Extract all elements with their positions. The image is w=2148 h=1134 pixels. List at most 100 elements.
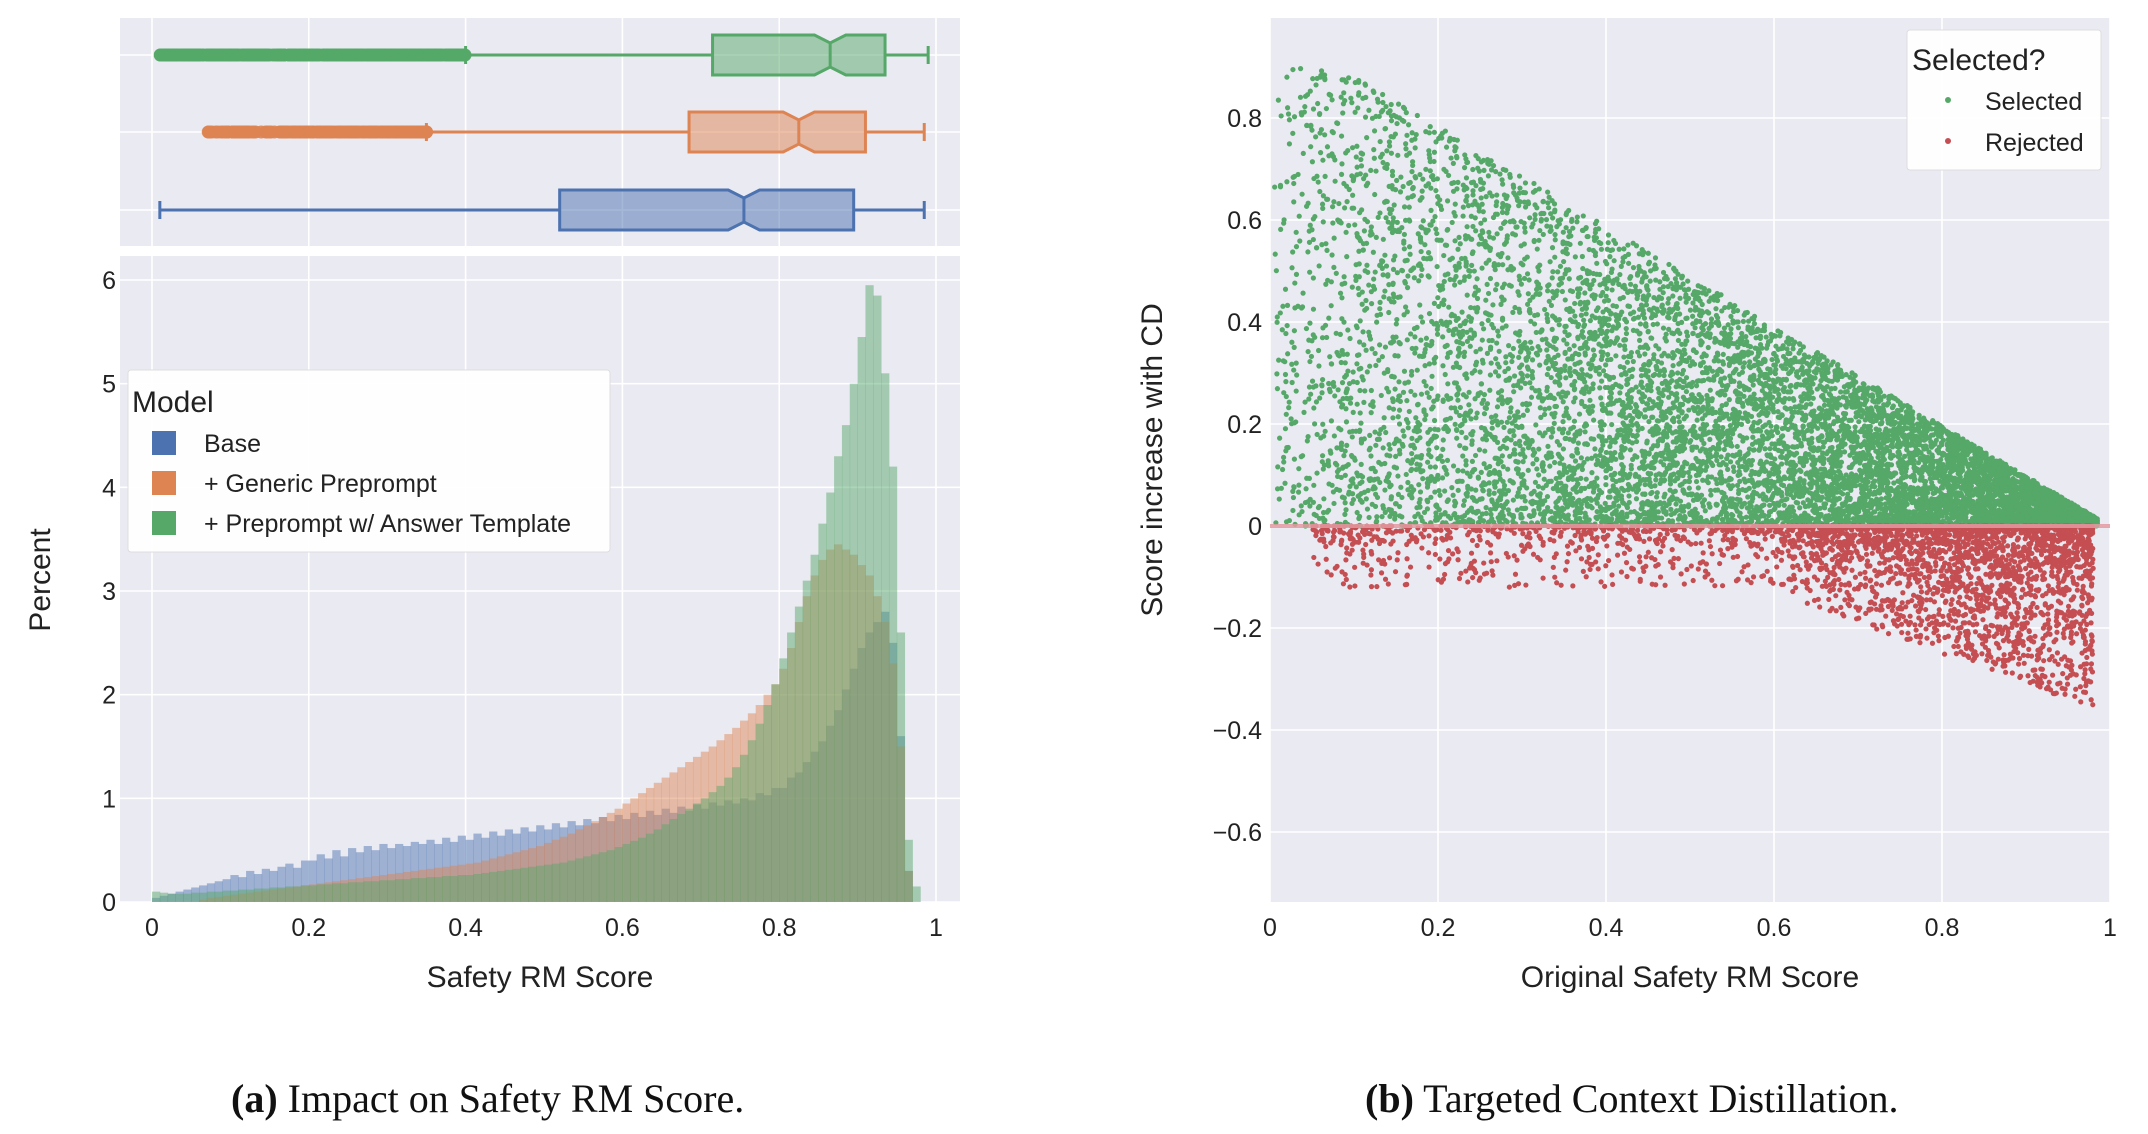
scatter-point-selected: [1510, 497, 1516, 503]
scatter-point-selected: [1514, 507, 1520, 513]
scatter-point-selected: [1317, 188, 1323, 195]
histogram-bar: [512, 833, 521, 902]
histogram-bar: [410, 878, 419, 902]
histogram-bar: [528, 866, 537, 902]
histogram-bar: [849, 668, 858, 902]
x-tick-label: 0.2: [291, 914, 326, 942]
scatter-point-selected: [1459, 478, 1465, 484]
scatter-point-selected: [1590, 385, 1596, 392]
scatter-point-selected: [1769, 356, 1775, 363]
scatter-point-selected: [1708, 320, 1714, 327]
scatter-point-selected: [1890, 403, 1896, 409]
histogram-bar: [191, 887, 200, 902]
histogram-bar: [308, 860, 318, 902]
histogram-bar: [285, 887, 294, 902]
scatter-point-selected: [1625, 303, 1631, 309]
scatter-point-selected: [1688, 384, 1695, 390]
scatter-point-selected: [1505, 466, 1511, 472]
histogram-bar: [841, 689, 851, 902]
legend-swatch-base: [152, 431, 176, 455]
histogram-bar: [520, 850, 529, 902]
scatter-point-selected: [1444, 342, 1450, 348]
scatter-point-selected: [1567, 317, 1573, 323]
scatter-point-selected: [1666, 326, 1672, 332]
boxplot-marks: [153, 33, 930, 232]
scatter-point-selected: [1686, 485, 1692, 491]
scatter-point-selected: [1431, 149, 1438, 155]
scatter-point-selected: [1364, 506, 1371, 512]
scatter-point-selected: [1529, 357, 1536, 363]
scatter-point-selected: [1400, 443, 1406, 449]
chart-a-y-axis-label: Percent: [24, 528, 57, 632]
histogram-bar: [230, 875, 239, 902]
scatter-point-selected: [1543, 336, 1549, 342]
histogram-bar: [653, 814, 662, 902]
box-outlier: [184, 48, 198, 62]
scatter-point-selected: [1728, 496, 1734, 502]
scatter-point-selected: [1386, 405, 1392, 411]
histogram-bar: [473, 874, 482, 902]
scatter-point-selected: [1557, 518, 1563, 525]
scatter-point-selected: [1574, 219, 1580, 225]
scatter-point-selected: [1403, 471, 1409, 478]
scatter-point-selected: [1654, 418, 1660, 424]
scatter-point-selected: [1545, 443, 1551, 449]
scatter-point-selected: [1661, 275, 1668, 282]
box-iqr: [687, 110, 867, 154]
box-outlier: [437, 48, 451, 62]
histogram-bar: [849, 554, 858, 902]
box-outlier: [351, 125, 365, 139]
histogram-bar: [708, 746, 717, 902]
histogram-bar: [261, 868, 270, 902]
scatter-point-selected: [1667, 481, 1674, 487]
histogram-bar: [308, 884, 318, 902]
box-outlier: [221, 48, 235, 62]
histogram-bar: [199, 899, 208, 902]
scatter-point-selected: [1319, 335, 1326, 341]
scatter-point-selected: [1431, 300, 1437, 306]
histogram-bar: [340, 880, 349, 902]
histogram-bar: [371, 881, 380, 902]
histogram-bar: [293, 886, 302, 902]
histogram-bar: [222, 879, 231, 902]
box-outlier: [202, 125, 216, 139]
scatter-point-selected: [1515, 490, 1521, 496]
scatter-point-selected: [1730, 464, 1737, 470]
scatter-point-selected: [1317, 150, 1324, 156]
scatter-point-selected: [1432, 489, 1438, 495]
scatter-point-selected: [1492, 267, 1498, 273]
scatter-point-selected: [1455, 487, 1461, 493]
scatter-point-selected: [1310, 306, 1317, 312]
histogram-bar: [496, 835, 506, 902]
histogram-bar: [152, 897, 161, 902]
histogram-bar: [575, 858, 584, 902]
scatter-point-selected: [1504, 499, 1510, 505]
histogram-bar: [787, 632, 796, 902]
scatter-point-selected: [1710, 462, 1716, 468]
scatter-point-selected: [1809, 389, 1815, 395]
scatter-point-selected: [1343, 229, 1349, 235]
scatter-point-selected: [1661, 372, 1667, 379]
scatter-point-selected: [1497, 446, 1503, 452]
scatter-point-selected: [1713, 423, 1719, 429]
histogram-bar: [457, 864, 466, 902]
scatter-point-selected: [1709, 368, 1716, 374]
scatter-point-selected: [1283, 378, 1289, 385]
legend-swatch-generic-preprompt: [152, 471, 176, 495]
scatter-point-selected: [1329, 204, 1336, 210]
scatter-point-selected: [1652, 483, 1658, 489]
scatter-point-selected: [1547, 228, 1553, 235]
scatter-point-selected: [1493, 287, 1499, 293]
scatter-point-selected: [1498, 502, 1504, 509]
histogram-bar: [661, 777, 670, 902]
histogram-bar: [199, 885, 208, 902]
scatter-point-selected: [1737, 360, 1743, 366]
histogram-bar: [551, 839, 561, 902]
histogram-bar: [567, 821, 576, 902]
scatter-point-selected: [1579, 253, 1585, 260]
scatter-point-selected: [1630, 265, 1637, 271]
histogram-bar: [465, 875, 474, 902]
scatter-point-selected: [1534, 279, 1540, 285]
scatter-point-selected: [1534, 286, 1540, 293]
histogram-bar: [442, 876, 451, 902]
